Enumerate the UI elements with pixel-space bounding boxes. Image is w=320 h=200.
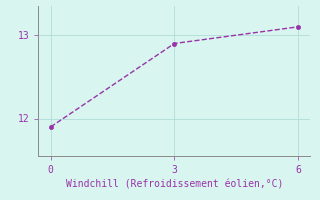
X-axis label: Windchill (Refroidissement éolien,°C): Windchill (Refroidissement éolien,°C) <box>66 179 283 189</box>
